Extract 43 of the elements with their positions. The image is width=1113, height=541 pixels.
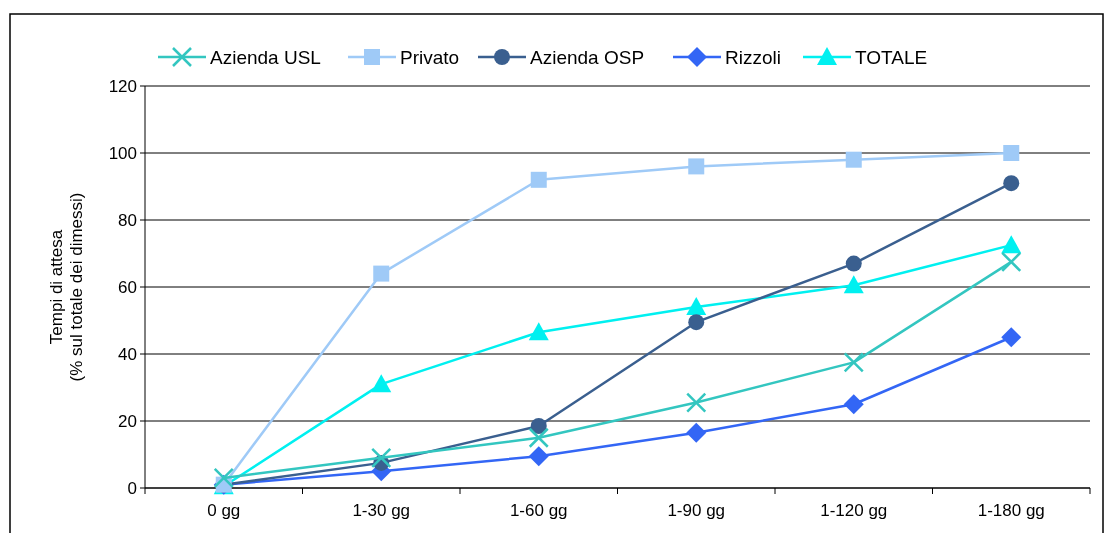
- point: [686, 392, 707, 413]
- y-tick-label: 80: [118, 210, 137, 230]
- point: [1001, 235, 1022, 254]
- point: [528, 427, 549, 448]
- y-tick-label: 20: [118, 411, 137, 431]
- point: [686, 422, 707, 443]
- y-tick-label: 100: [108, 143, 137, 163]
- point: [688, 314, 705, 331]
- x-tick-label: 1-60 gg: [509, 501, 568, 520]
- x-tick-label: 1-180 gg: [977, 501, 1045, 520]
- x-tick-label: 1-120 gg: [820, 501, 888, 520]
- x-tick-label: 1-90 gg: [667, 501, 726, 520]
- point: [213, 467, 234, 489]
- y-tick-label: 120: [108, 76, 137, 96]
- point: [843, 352, 864, 373]
- point: [373, 265, 390, 282]
- point: [1001, 327, 1022, 348]
- legend-label: Rizzoli: [725, 46, 781, 68]
- point: [371, 447, 392, 469]
- point: [1001, 251, 1022, 273]
- x-tick-label: 0 gg: [207, 501, 241, 520]
- legend-label: TOTALE: [855, 46, 928, 68]
- legend-label: Privato: [400, 46, 460, 68]
- point: [528, 322, 549, 341]
- legend-label: Azienda USL: [210, 46, 321, 68]
- y-tick-label: 0: [127, 478, 137, 498]
- y-tick-label: 60: [118, 277, 137, 297]
- x-tick-label: 1-30 gg: [352, 501, 411, 520]
- y-tick-label: 40: [118, 344, 137, 364]
- point: [1003, 145, 1020, 161]
- legend-label: Azienda OSP: [530, 46, 645, 68]
- point: [845, 151, 862, 168]
- point: [843, 394, 864, 415]
- point: [530, 171, 547, 188]
- point: [686, 297, 707, 316]
- point: [688, 158, 705, 175]
- point: [843, 275, 864, 294]
- point: [845, 255, 862, 272]
- point: [530, 418, 547, 435]
- point: [528, 446, 549, 467]
- point: [1003, 175, 1020, 192]
- point: [371, 374, 392, 393]
- y-axis-title: Tempi di attesa (% sul totale dei dimessi): [47, 192, 87, 382]
